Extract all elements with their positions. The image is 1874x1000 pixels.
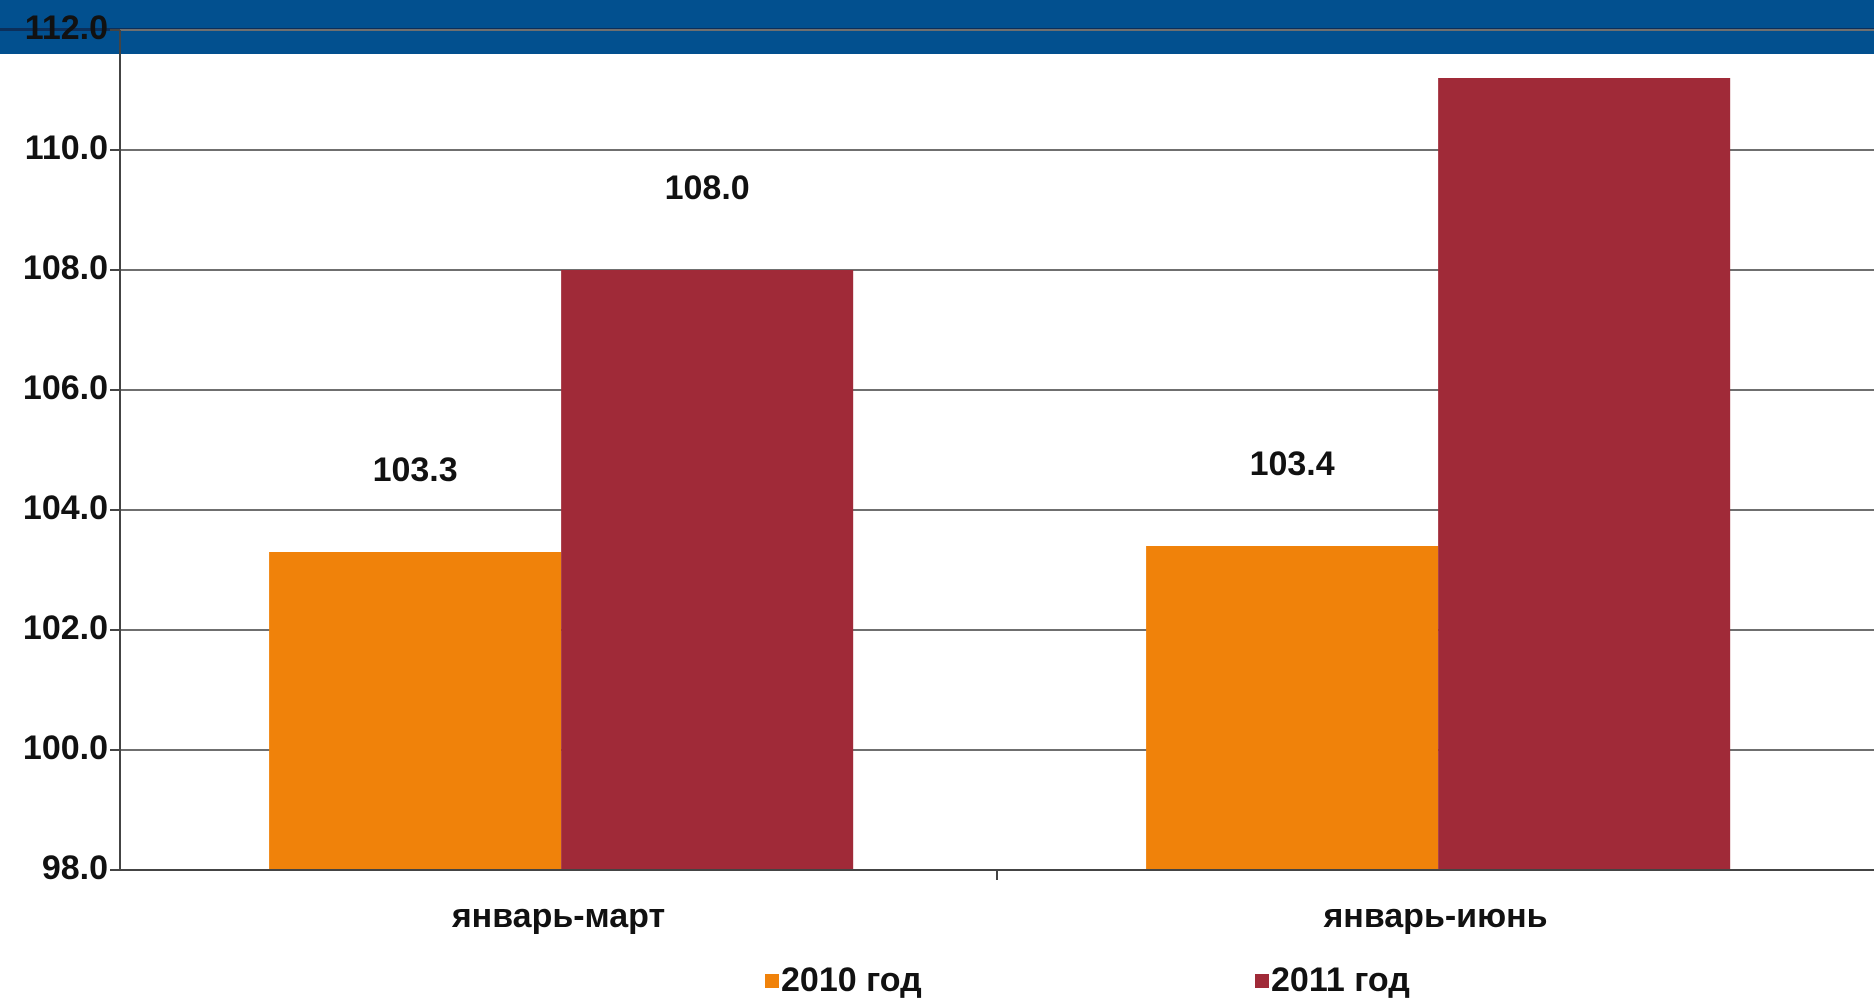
y-tick-label: 100.0 xyxy=(23,729,108,767)
y-tick-label: 102.0 xyxy=(23,609,108,647)
bar xyxy=(561,270,854,870)
x-tick-label: январь-июнь xyxy=(1322,897,1547,935)
y-tick-label: 104.0 xyxy=(23,489,108,527)
legend-swatch xyxy=(765,974,779,988)
value-label: 103.3 xyxy=(373,451,458,489)
y-tick-label: 106.0 xyxy=(23,369,108,407)
y-tick-label: 112.0 xyxy=(25,9,108,47)
value-label: 108.0 xyxy=(665,169,750,207)
legend-label: 2011 год xyxy=(1271,961,1410,999)
legend-label: 2010 год xyxy=(781,961,922,999)
y-tick-label: 110.0 xyxy=(25,129,108,167)
bar xyxy=(269,552,562,870)
bar xyxy=(1438,78,1731,870)
top-band xyxy=(0,0,1874,54)
y-tick-label: 98.0 xyxy=(42,849,108,887)
x-tick-label: январь-март xyxy=(451,897,665,935)
value-label: 103.4 xyxy=(1250,445,1335,483)
y-tick-label: 108.0 xyxy=(23,249,108,287)
bar xyxy=(1146,546,1439,870)
legend-swatch xyxy=(1255,974,1269,988)
